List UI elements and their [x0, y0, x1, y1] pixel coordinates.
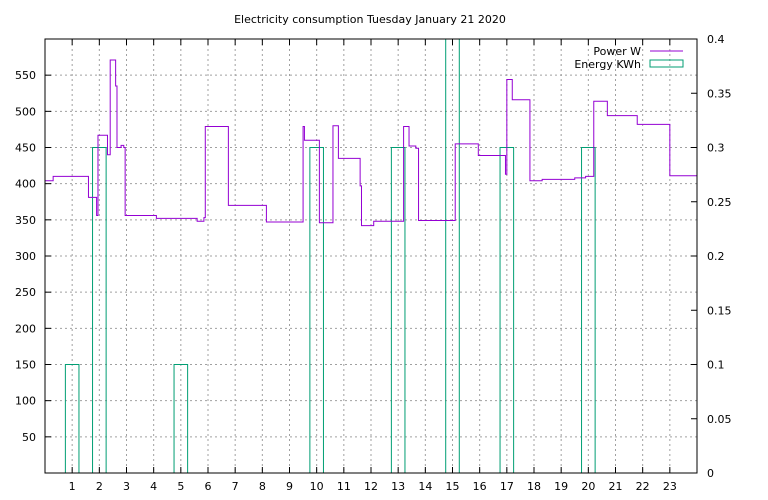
x-tick-label: 5	[177, 480, 184, 493]
x-tick-label: 21	[609, 480, 623, 493]
y-right-tick-label: 0	[707, 467, 714, 480]
x-tick-label: 15	[446, 480, 460, 493]
x-tick-label: 23	[663, 480, 677, 493]
axis-ticks: 1 2 3 4 5 6 7 8 9 10 11 12 13 14 15 16 17 18 19 20 21 22 23501…	[15, 33, 732, 493]
power-line	[45, 59, 697, 227]
y-right-tick-label: 0.3	[707, 142, 725, 155]
x-tick-label: 17	[500, 480, 514, 493]
x-tick-label: 12	[364, 480, 378, 493]
chart-title: Electricity consumption Tuesday January …	[234, 13, 506, 26]
y-right-tick-label: 0.2	[707, 250, 725, 263]
grid-lines	[45, 39, 697, 473]
x-tick-label: 2	[96, 480, 103, 493]
x-tick-label: 10	[310, 480, 324, 493]
x-tick-label: 9	[286, 480, 293, 493]
y-right-tick-label: 0.05	[707, 413, 732, 426]
x-tick-label: 22	[636, 480, 650, 493]
x-tick-label: 16	[473, 480, 487, 493]
y-right-tick-label: 0.25	[707, 196, 732, 209]
y-right-tick-label: 0.35	[707, 87, 732, 100]
legend: Power W Energy KWh	[574, 45, 684, 71]
x-tick-label: 11	[337, 480, 351, 493]
y-left-tick-label: 200	[15, 322, 36, 335]
y-left-tick-label: 100	[15, 395, 36, 408]
x-tick-label: 1	[69, 480, 76, 493]
y-left-tick-label: 400	[15, 178, 36, 191]
legend-label-energy: Energy KWh	[574, 58, 641, 71]
y-left-tick-label: 250	[15, 286, 36, 299]
x-tick-label: 18	[527, 480, 541, 493]
power-w-series	[45, 59, 697, 227]
y-left-tick-label: 150	[15, 359, 36, 372]
x-tick-label: 4	[150, 480, 157, 493]
y-left-tick-label: 500	[15, 105, 36, 118]
y-left-tick-label: 300	[15, 250, 36, 263]
y-right-tick-label: 0.1	[707, 359, 725, 372]
x-tick-label: 3	[123, 480, 130, 493]
x-tick-label: 19	[554, 480, 568, 493]
y-left-tick-label: 50	[22, 431, 36, 444]
y-left-tick-label: 450	[15, 142, 36, 155]
x-tick-label: 7	[232, 480, 239, 493]
legend-swatch-energy	[649, 59, 684, 68]
legend-label-power: Power W	[593, 45, 641, 58]
x-tick-label: 13	[391, 480, 405, 493]
x-tick-label: 20	[581, 480, 595, 493]
x-tick-label: 6	[205, 480, 212, 493]
y-left-tick-label: 550	[15, 69, 36, 82]
y-right-tick-label: 0.15	[707, 304, 732, 317]
y-left-tick-label: 350	[15, 214, 36, 227]
x-tick-label: 14	[418, 480, 432, 493]
y-right-tick-label: 0.4	[707, 33, 725, 46]
x-tick-label: 8	[259, 480, 266, 493]
